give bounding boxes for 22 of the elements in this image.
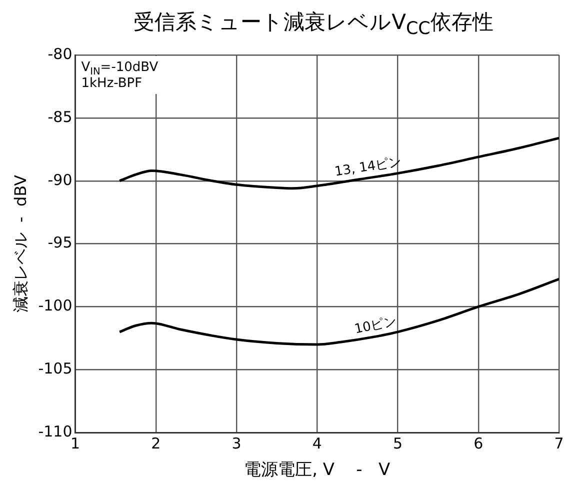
line-series [118,278,559,346]
y-tick-label: -110 [38,422,72,441]
y-tick-label: -85 [48,108,72,126]
y-tick-label: -80 [48,45,72,64]
y-axis-title: 減衰レベル - dBV [10,175,30,313]
x-tick-label: 6 [474,434,484,453]
y-tick-label: -105 [38,360,72,378]
annotation: 1kHz-BPF [81,76,142,92]
x-tick-label: 5 [392,434,403,453]
text: 13, 14ピン [334,154,402,180]
y-tick-label: -100 [38,296,72,315]
x-axis-title: 電源電圧, V - V [244,460,391,480]
x-tick-label: 2 [151,434,161,453]
line-series [118,137,559,190]
x-tick-label: 7 [554,434,564,453]
x-tick-label: 3 [232,434,242,453]
y-tick-label: -90 [48,170,72,189]
x-tick-label: 1 [70,434,80,453]
y-tick-label: -95 [48,234,72,252]
x-tick-label: 4 [312,434,322,453]
text: 10ピン [353,314,398,338]
chart-title: 受信系ミュート減衰レベルV$_{CC}$依存性 [132,9,494,42]
